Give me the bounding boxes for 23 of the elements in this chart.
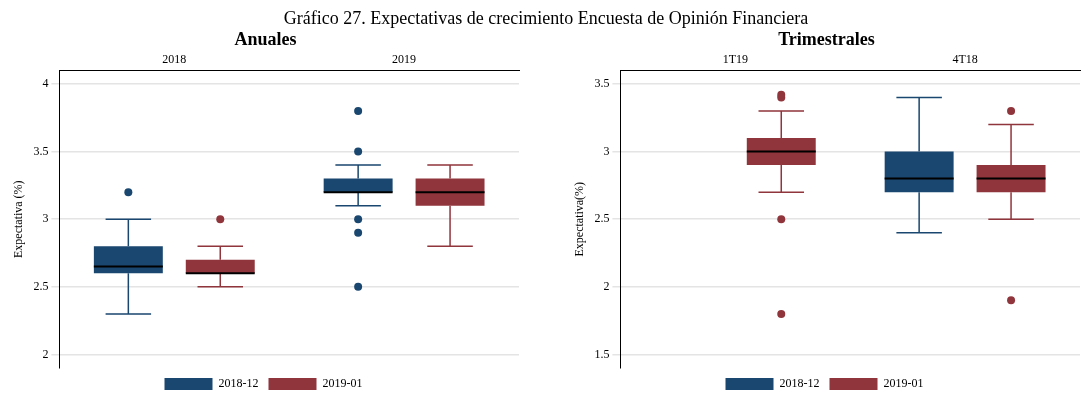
- y-tick-label: 2.5: [594, 211, 610, 226]
- chart-subtitle: Anuales: [233, 29, 298, 50]
- y-tick-label: 3.5: [594, 76, 610, 91]
- y-tick-label: 3.5: [33, 143, 49, 158]
- x-tick-label: 4T18: [952, 52, 978, 67]
- y-tick-label: 2: [42, 346, 49, 361]
- y-tick-label: 3: [603, 143, 610, 158]
- y-tick-label: 1.5: [594, 346, 610, 361]
- legend-label: 2018-12: [218, 376, 259, 391]
- y-tick-label: 2.5: [33, 278, 49, 293]
- legend-label: 2018-12: [779, 376, 820, 391]
- chart-title: Gráfico 27. Expectativas de crecimiento Encuesta de Opinión Financiera: [282, 8, 810, 29]
- legend-label: 2019-01: [322, 376, 363, 391]
- y-tick-label: 4: [42, 76, 49, 91]
- y-axis-title: Expectativa (%): [11, 180, 26, 259]
- y-tick-label: 2: [603, 278, 610, 293]
- x-tick-label: 1T19: [722, 52, 748, 67]
- x-tick-label: 2019: [392, 52, 417, 67]
- x-tick-label: 2018: [162, 52, 187, 67]
- y-axis-title: Expectativa(%): [572, 181, 587, 257]
- chart-subtitle: Trimestrales: [777, 29, 876, 50]
- legend-label: 2019-01: [883, 376, 924, 391]
- y-tick-label: 3: [42, 211, 49, 226]
